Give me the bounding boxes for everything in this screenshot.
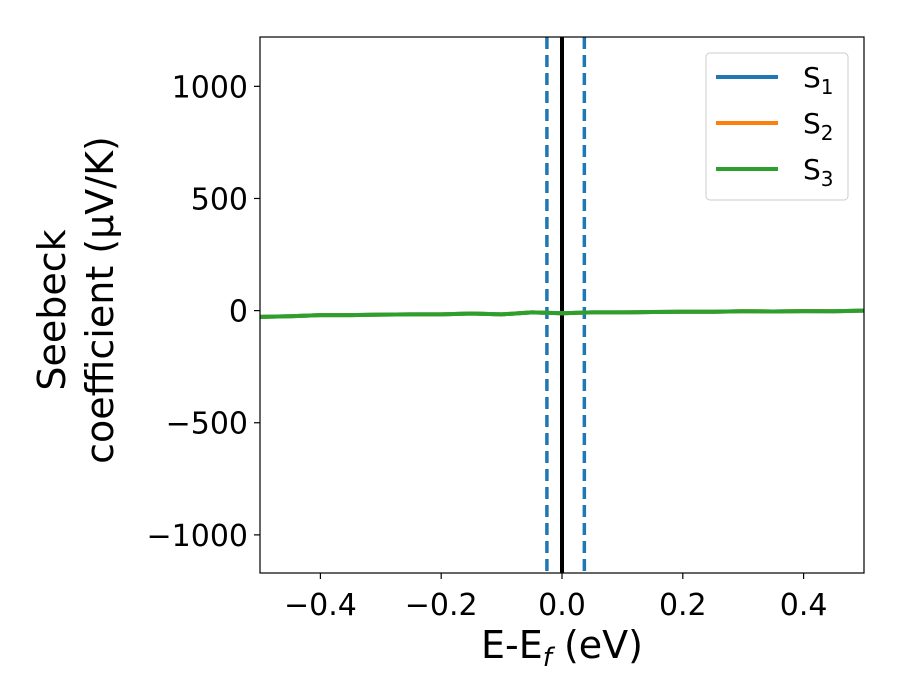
y-axis-label-line1: Seebeck <box>30 229 74 390</box>
y-tick-label: 0 <box>229 295 248 330</box>
y-tick-label: −500 <box>166 407 248 442</box>
y-tick-label: 1000 <box>172 70 248 105</box>
legend: S1 S2 S3 <box>705 52 849 201</box>
legend-label-S1: S1 <box>803 61 834 99</box>
series-line-S3 <box>260 308 864 319</box>
x-tick-label: 0.0 <box>538 588 586 623</box>
x-tick-label: 0.4 <box>780 588 828 623</box>
x-tick-label: −0.4 <box>284 588 357 623</box>
y-axis-label-line2: coefficient (μV/K) <box>78 136 122 464</box>
x-axis-label: E-Ef (eV) <box>481 623 643 673</box>
legend-frame <box>705 52 849 201</box>
y-tick-label: 500 <box>191 182 248 217</box>
legend-label-S2: S2 <box>803 107 834 145</box>
x-axis-label-tail: (eV) <box>552 623 643 667</box>
y-tick-label: −1000 <box>147 519 248 554</box>
x-tick-label: 0.2 <box>659 588 707 623</box>
x-axis-label-main: E-E <box>481 623 543 667</box>
legend-label-S3: S3 <box>803 153 834 191</box>
x-tick-label: −0.2 <box>405 588 478 623</box>
